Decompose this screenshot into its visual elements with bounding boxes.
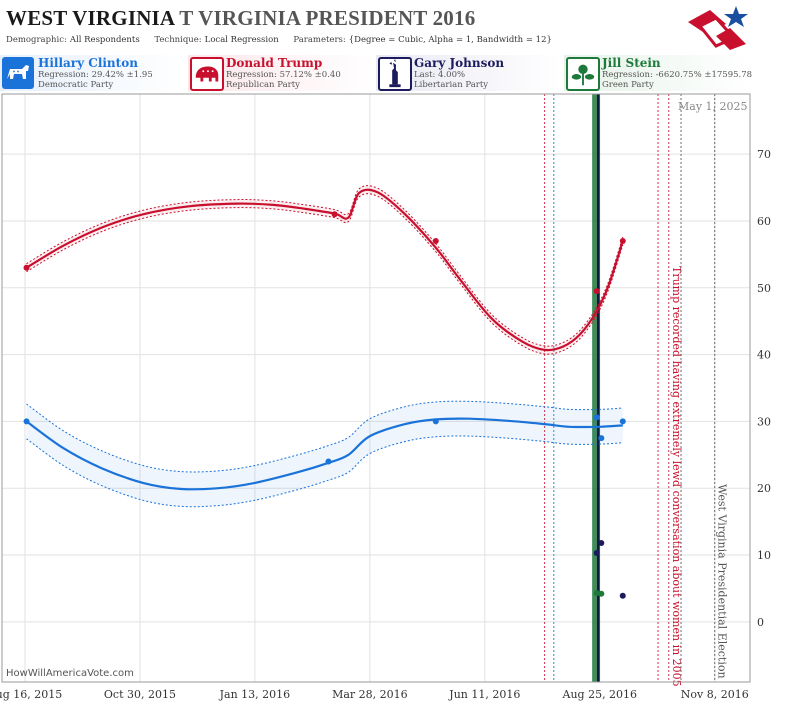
x-tick-label: Jun 11, 2016	[448, 688, 520, 701]
candidate-name: Donald Trump	[226, 56, 323, 70]
poll-point	[593, 550, 600, 557]
y-tick-label: 20	[757, 482, 771, 495]
legend-card-stein[interactable]: Jill Stein Regression: -6620.75% ±17595.…	[564, 55, 753, 91]
candidate-stat: Regression: 57.12% ±0.40	[226, 70, 341, 80]
flower-icon	[566, 57, 600, 91]
poll-point	[593, 590, 600, 597]
param-label-parameters: Parameters:	[293, 35, 346, 45]
band-upper-edge	[26, 400, 623, 473]
poll-point	[23, 264, 30, 271]
band-lower-edge	[26, 193, 624, 355]
green-period-band	[592, 94, 597, 682]
poll-point	[619, 592, 626, 599]
candidate-name: Gary Johnson	[414, 56, 505, 70]
candidate-name: Jill Stein	[602, 56, 661, 70]
legend-card-clinton[interactable]: Hillary Clinton Regression: 29.42% ±1.95…	[0, 55, 186, 91]
poll-point	[23, 418, 30, 425]
param-label-demographic: Demographic:	[6, 35, 67, 45]
poll-point	[593, 288, 600, 295]
y-tick-label: 30	[757, 415, 771, 428]
event-label: Trump recorded having extremely lewd con…	[670, 266, 683, 687]
candidate-party: Green Party	[602, 80, 654, 90]
x-tick-label: Nov 8, 2016	[681, 688, 749, 701]
poll-point	[325, 458, 332, 465]
site-logo-icon	[688, 6, 748, 50]
page-title: WEST VIRGINIA T VIRGINIA PRESIDENT 2016	[6, 6, 475, 31]
legend-card-trump[interactable]: Donald Trump Regression: 57.12% ±0.40 Re…	[188, 55, 374, 91]
as-of-date: May 1, 2025	[678, 100, 748, 113]
donkey-icon	[2, 57, 34, 89]
poll-points-layer	[23, 211, 626, 599]
poll-point	[598, 590, 605, 597]
axes-layer: 0 10 20 30 40 50 60 70 Aug 16, 2015 Oct 30, 2015 J…	[0, 93, 771, 701]
parameters-line: Demographic: All Respondents Technique: Lo…	[6, 35, 564, 45]
candidate-stat: Regression: 29.42% ±1.95	[38, 70, 153, 80]
liberty-icon	[378, 57, 412, 91]
candidate-party: Republican Party	[226, 80, 300, 90]
poll-point	[331, 211, 338, 218]
regression-line	[25, 188, 624, 352]
poll-point	[598, 540, 605, 547]
poll-point	[619, 238, 626, 244]
x-tick-label: Mar 28, 2016	[332, 688, 408, 701]
candidate-stat: Last: 4.00%	[414, 70, 466, 80]
y-tick-label: 10	[757, 549, 771, 562]
x-tick-label: Aug 16, 2015	[0, 688, 62, 701]
poll-point	[619, 418, 626, 425]
band-lower-edge	[26, 435, 623, 508]
candidate-party: Democratic Party	[38, 80, 114, 90]
title-rest: T VIRGINIA PRESIDENT 2016	[179, 6, 476, 30]
candidate-stat: Regression: -6620.75% ±17595.78	[602, 70, 753, 80]
confidence-band	[26, 401, 623, 507]
y-tick-label: 0	[757, 616, 764, 629]
elephant-icon	[190, 57, 224, 91]
y-tick-label: 50	[757, 282, 771, 295]
legend-card-johnson[interactable]: Gary Johnson Last: 4.00% Libertarian Par…	[376, 55, 562, 91]
x-tick-label: Aug 25, 2016	[562, 688, 638, 701]
confidence-bands-layer	[26, 185, 624, 508]
param-value-parameters: {Degree = Cubic, Alpha = 1, Bandwidth = …	[348, 35, 552, 45]
y-tick-label: 60	[757, 215, 771, 228]
poll-point	[598, 435, 605, 442]
watermark: HowWillAmericaVote.com	[6, 668, 134, 679]
param-value-demographic: All Respondents	[69, 35, 140, 45]
param-label-technique: Technique:	[154, 35, 202, 45]
y-tick-label: 40	[757, 349, 771, 362]
candidate-party: Libertarian Party	[414, 80, 489, 90]
y-tick-label: 70	[757, 148, 771, 161]
regression-lines-layer	[25, 188, 624, 491]
x-tick-label: Jan 13, 2016	[219, 688, 291, 701]
regression-line	[25, 417, 623, 491]
event-label: West Virginia Presidential Election	[716, 484, 729, 679]
x-tick-label: Oct 30, 2015	[104, 688, 176, 701]
band-upper-edge	[26, 185, 624, 347]
title-state: WEST VIRGINIA	[6, 6, 175, 30]
plot-frame	[1, 93, 751, 683]
poll-point	[593, 414, 600, 421]
param-value-technique: Local Regression	[204, 35, 279, 45]
event-lines-layer: Trump recorded having extremely lewd con…	[544, 94, 729, 687]
poll-point	[432, 418, 439, 425]
candidate-name: Hillary Clinton	[38, 56, 138, 70]
poll-point	[432, 238, 439, 244]
grid-layer	[2, 94, 750, 682]
